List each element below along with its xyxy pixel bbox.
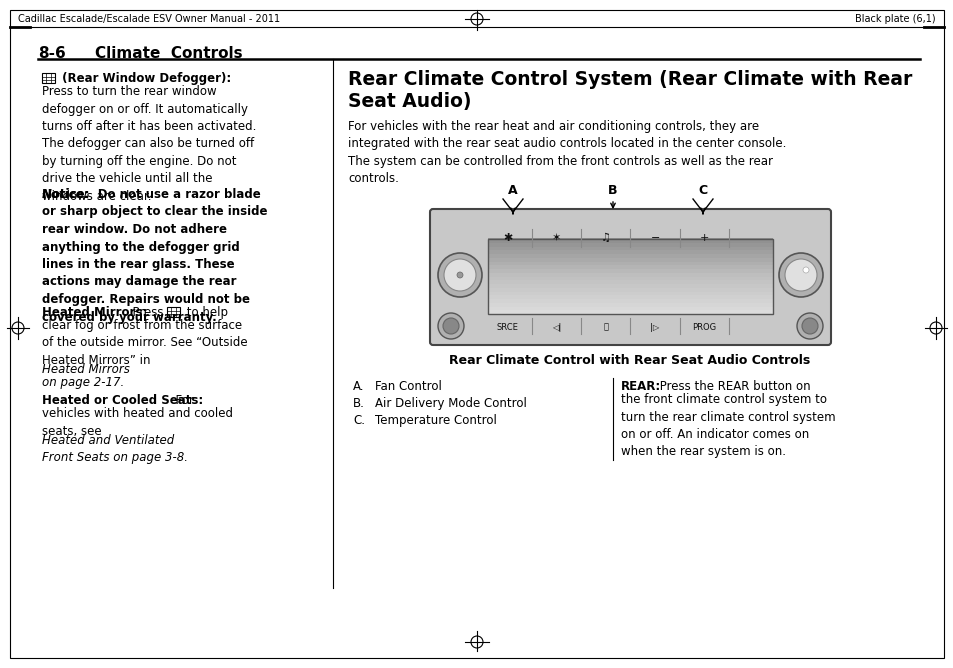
Circle shape — [801, 318, 817, 334]
Circle shape — [802, 267, 808, 273]
Bar — [488, 246, 772, 250]
Bar — [488, 261, 772, 265]
Bar — [488, 275, 772, 281]
Bar — [167, 307, 180, 317]
Text: REAR:: REAR: — [620, 380, 660, 393]
Text: Press the REAR button on: Press the REAR button on — [656, 380, 810, 393]
Bar — [488, 249, 772, 254]
Text: Fan Control: Fan Control — [375, 380, 441, 393]
FancyBboxPatch shape — [430, 209, 830, 345]
Text: A.: A. — [353, 380, 364, 393]
Text: on page 2-17.: on page 2-17. — [42, 376, 124, 389]
Circle shape — [779, 253, 822, 297]
Bar — [488, 287, 772, 291]
Circle shape — [437, 313, 463, 339]
Text: ⏻: ⏻ — [603, 323, 608, 331]
Text: Temperature Control: Temperature Control — [375, 414, 497, 427]
Text: Climate  Controls: Climate Controls — [95, 46, 242, 61]
Text: ✶: ✶ — [552, 233, 561, 243]
Text: −: − — [650, 233, 659, 243]
Text: Black plate (6,1): Black plate (6,1) — [855, 14, 935, 24]
Bar — [488, 242, 772, 246]
Text: B.: B. — [353, 397, 364, 410]
Text: (Rear Window Defogger):: (Rear Window Defogger): — [58, 72, 231, 85]
Bar — [488, 309, 772, 314]
Text: Heated and Ventilated
Front Seats on page 3-8.: Heated and Ventilated Front Seats on pag… — [42, 434, 188, 464]
Text: Rear Climate Control with Rear Seat Audio Controls: Rear Climate Control with Rear Seat Audi… — [449, 354, 810, 367]
Bar — [488, 291, 772, 295]
Bar — [488, 239, 772, 314]
Text: 8-6: 8-6 — [38, 46, 66, 61]
Bar — [488, 272, 772, 277]
Text: Press: Press — [125, 306, 167, 319]
Text: Notice:: Notice: — [42, 188, 90, 201]
Text: |▷: |▷ — [650, 323, 659, 331]
Bar — [488, 238, 772, 242]
Text: For vehicles with the rear heat and air conditioning controls, they are
integrat: For vehicles with the rear heat and air … — [348, 120, 785, 186]
Text: vehicles with heated and cooled
seats, see: vehicles with heated and cooled seats, s… — [42, 407, 233, 438]
Bar — [488, 294, 772, 299]
Bar — [488, 305, 772, 310]
Circle shape — [796, 313, 822, 339]
Text: Cadillac Escalade/Escalade ESV Owner Manual - 2011: Cadillac Escalade/Escalade ESV Owner Man… — [18, 14, 280, 24]
Text: For: For — [168, 394, 193, 407]
Text: C.: C. — [353, 414, 365, 427]
Text: Rear Climate Control System (Rear Climate with Rear: Rear Climate Control System (Rear Climat… — [348, 70, 911, 89]
Bar — [488, 253, 772, 258]
Text: to help: to help — [183, 306, 228, 319]
Circle shape — [442, 318, 458, 334]
Text: PROG: PROG — [692, 323, 716, 331]
Bar — [488, 265, 772, 269]
Text: +: + — [699, 233, 708, 243]
Text: ♫: ♫ — [600, 233, 610, 243]
Text: Press to turn the rear window
defogger on or off. It automatically
turns off aft: Press to turn the rear window defogger o… — [42, 85, 256, 203]
Circle shape — [784, 259, 816, 291]
Text: A: A — [508, 184, 517, 197]
Text: Heated or Cooled Seats:: Heated or Cooled Seats: — [42, 394, 203, 407]
Bar — [42, 73, 55, 83]
Bar — [488, 257, 772, 261]
Bar — [488, 298, 772, 303]
Text: ◁|: ◁| — [552, 323, 561, 331]
Text: Air Delivery Mode Control: Air Delivery Mode Control — [375, 397, 526, 410]
Bar — [488, 268, 772, 273]
Circle shape — [443, 259, 476, 291]
Circle shape — [437, 253, 481, 297]
Text: Notice:  Do not use a razor blade
or sharp object to clear the inside
rear windo: Notice: Do not use a razor blade or shar… — [42, 188, 267, 323]
Text: Seat Audio): Seat Audio) — [348, 92, 471, 111]
Text: B: B — [608, 184, 618, 197]
Text: clear fog or frost from the surface
of the outside mirror. See “Outside
Heated M: clear fog or frost from the surface of t… — [42, 319, 248, 367]
Bar — [488, 279, 772, 284]
Bar — [488, 283, 772, 288]
Text: the front climate control system to
turn the rear climate control system
on or o: the front climate control system to turn… — [620, 393, 835, 458]
Text: Heated Mirrors:: Heated Mirrors: — [42, 306, 147, 319]
Text: Heated Mirrors: Heated Mirrors — [42, 363, 130, 376]
Circle shape — [456, 272, 462, 278]
Text: C: C — [698, 184, 707, 197]
Text: SRCE: SRCE — [497, 323, 518, 331]
Bar — [488, 302, 772, 307]
Text: ✱: ✱ — [502, 233, 512, 243]
